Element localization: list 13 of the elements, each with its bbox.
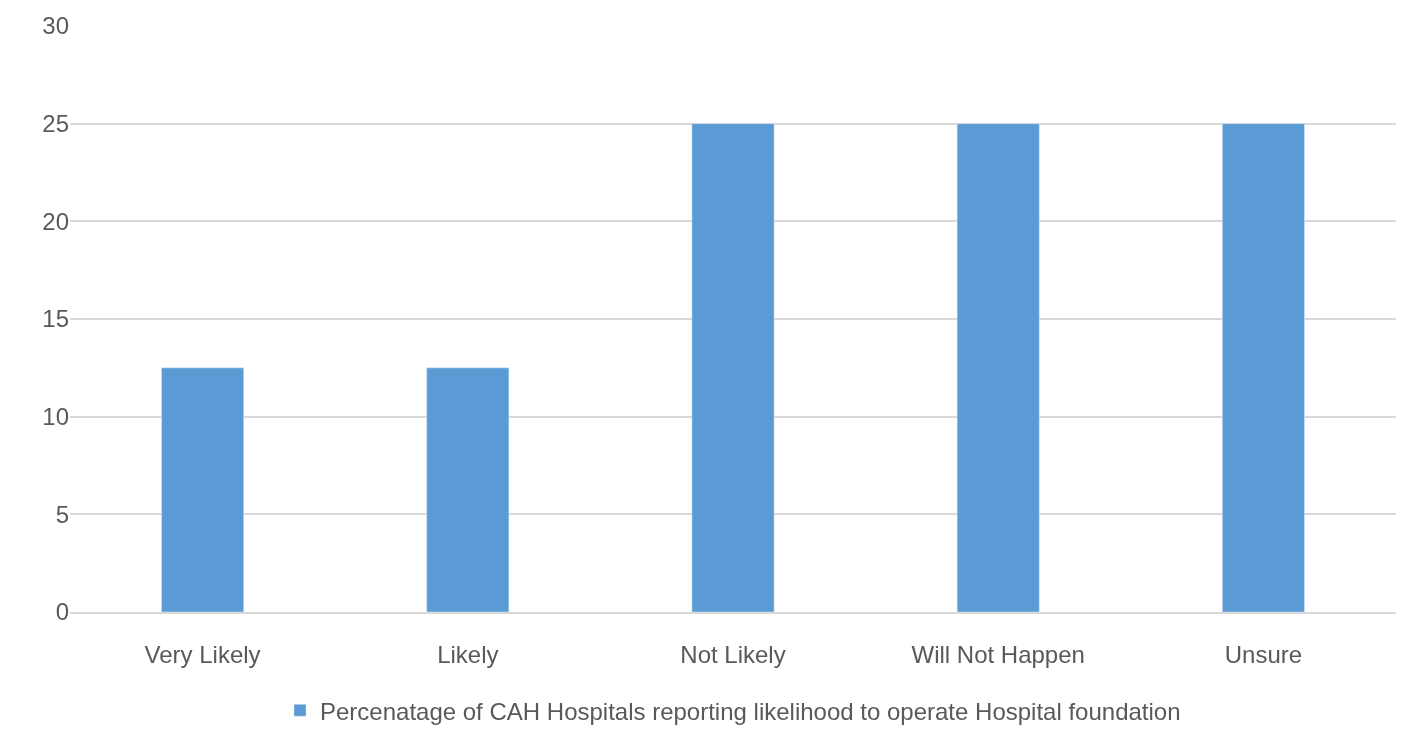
y-tick-label: 20 bbox=[42, 207, 69, 235]
y-tick-label: 5 bbox=[55, 500, 69, 528]
y-tick-label: 15 bbox=[42, 305, 69, 333]
x-tick-label: Not Likely bbox=[680, 640, 786, 668]
x-tick-label: Likely bbox=[437, 640, 499, 668]
y-tick-label: 10 bbox=[42, 403, 69, 431]
x-tick-label: Very Likely bbox=[144, 640, 261, 668]
y-tick-label: 30 bbox=[42, 12, 69, 40]
x-tick-label: Unsure bbox=[1224, 640, 1303, 668]
legend-label: Percenatage of CAH Hospitals reporting likelihood to operate Hospital foundation bbox=[320, 697, 1181, 725]
y-tick-label: 0 bbox=[55, 598, 69, 626]
y-tick-label: 25 bbox=[42, 110, 69, 138]
x-tick-label: Will Not Happen bbox=[911, 640, 1085, 668]
